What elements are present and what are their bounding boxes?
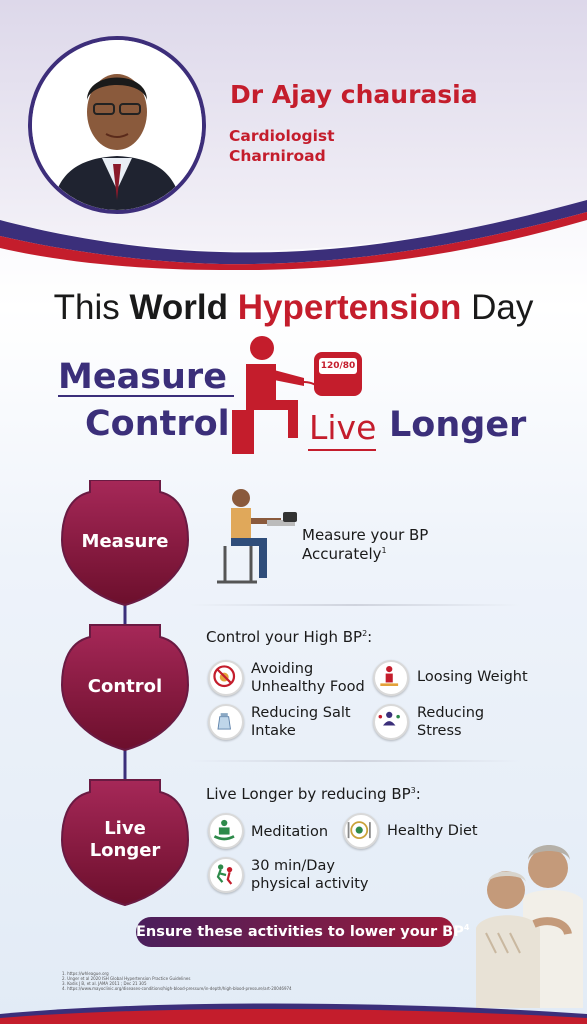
headline-space: [228, 288, 238, 327]
footer-wave: [0, 1003, 587, 1024]
control-item-2-line1: Loosing Weight: [417, 669, 528, 685]
control-item-1-line2: Unhealthy Food: [251, 679, 365, 695]
bp-patient-icon: [232, 336, 327, 454]
control-item-4-line2: Stress: [417, 723, 462, 739]
references: 1. https://whleague.org 2. Unger et al 2…: [62, 971, 342, 991]
bp-measurement-illustration: [217, 489, 297, 584]
control-item-1: Avoiding Unhealthy Food: [251, 660, 365, 696]
control-item-4-line1: Reducing: [417, 705, 485, 721]
slogan-decoration: [58, 336, 376, 454]
measure-shield: [60, 480, 190, 607]
doctor-title: Cardiologist: [229, 127, 335, 145]
live-item-1-line1: Meditation: [251, 824, 329, 840]
control-label: Control: [87, 676, 163, 697]
live-item-3-line1: 30 min/Day: [251, 858, 335, 874]
control-shield: [60, 624, 190, 752]
control-item-4: Reducing Stress: [417, 704, 484, 740]
headline-hypertension: Hypertension: [237, 288, 462, 327]
reference-1: 1. https://whleague.org: [62, 971, 109, 976]
step-shields: [60, 480, 190, 907]
live-label-line2: Longer: [89, 840, 161, 861]
headline-world: World: [129, 288, 228, 327]
live-heading-text: Live Longer by reducing BP: [206, 785, 411, 803]
stress-icon: [373, 704, 409, 740]
banner-text: Ensure these activities to lower your BP: [136, 924, 464, 940]
salt-shaker-icon: [208, 704, 244, 740]
measure-text-accurately: Accurately: [302, 545, 382, 563]
live-item-1: Meditation: [251, 823, 328, 841]
live-label-line1: Live: [104, 818, 146, 839]
divider-2: [190, 760, 520, 762]
control-item-1-line1: Avoiding: [251, 661, 314, 677]
doctor-location: Charniroad: [229, 147, 326, 165]
divider-1: [190, 604, 520, 606]
elderly-couple-photo: [476, 845, 583, 1008]
slogan-measure: Measure: [58, 357, 227, 397]
control-heading-colon: :: [367, 628, 373, 646]
reference-3: 3. Kodis J B, et al. JAMA 2011 ; Dec 21 …: [62, 981, 147, 986]
slogan-longer: Longer: [389, 405, 527, 445]
weight-loss-icon: [373, 660, 409, 696]
control-heading: Control your High BP2:: [206, 628, 372, 646]
meditation-icon: [208, 813, 244, 849]
control-item-3-line2: Intake: [251, 723, 296, 739]
ref-1: 1: [381, 546, 387, 555]
live-item-3: 30 min/Day physical activity: [251, 857, 369, 893]
live-heading: Live Longer by reducing BP3:: [206, 785, 421, 803]
slogan-control: Control: [85, 404, 230, 444]
reference-2: 2. Unger et al 2020 ISH Global Hypertens…: [62, 976, 191, 981]
reference-4: 4. https://www.mayoclinic.org/diseases-c…: [62, 986, 292, 991]
slogan-live: Live: [309, 408, 377, 447]
live-item-2: Healthy Diet: [387, 822, 478, 840]
control-item-3: Reducing Salt Intake: [251, 704, 351, 740]
live-heading-colon: :: [415, 785, 421, 803]
ref-2: 2: [362, 629, 368, 638]
control-item-2: Loosing Weight: [417, 668, 528, 686]
bp-monitor-reading: 120/80: [319, 358, 357, 374]
no-junk-food-icon: [208, 660, 244, 696]
measure-label: Measure: [81, 531, 169, 552]
doctor-photo: [28, 36, 206, 214]
doctor-role: Cardiologist Charniroad: [229, 126, 335, 166]
bp-monitor-icon: 120/80: [314, 352, 362, 396]
healthy-diet-icon: [343, 813, 379, 849]
measure-text-line2: Accurately1: [302, 545, 428, 564]
live-item-3-line2: physical activity: [251, 876, 369, 892]
running-icon: [208, 857, 244, 893]
headline-this: This: [53, 288, 130, 327]
control-heading-text: Control your High BP: [206, 628, 363, 646]
headline-day: Day: [461, 288, 534, 327]
live-item-2-line1: Healthy Diet: [387, 823, 478, 839]
doctor-name: Dr Ajay chaurasia: [230, 80, 478, 109]
doctor-portrait-icon: [32, 40, 202, 210]
live-longer-shield: [60, 779, 190, 907]
measure-text-line1: Measure your BP: [302, 526, 429, 544]
control-item-3-line1: Reducing Salt: [251, 705, 351, 721]
ref-4: 4: [463, 923, 470, 933]
headline: This World Hypertension Day: [0, 288, 587, 328]
ref-3: 3: [410, 786, 416, 795]
call-to-action-banner: Ensure these activities to lower your BP…: [136, 917, 469, 947]
measure-text: Measure your BP Accurately1: [302, 526, 428, 564]
